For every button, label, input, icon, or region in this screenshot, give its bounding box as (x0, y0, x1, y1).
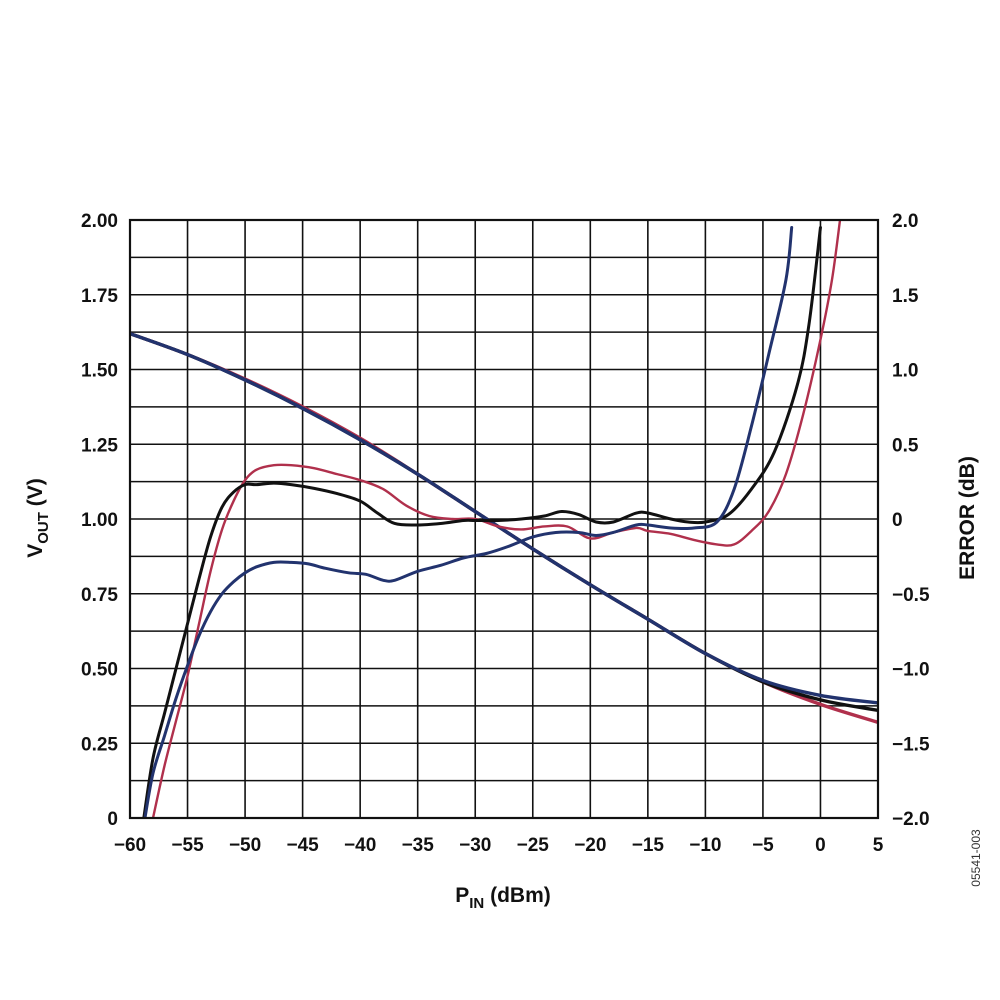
y-left-tick-label: 0.50 (81, 660, 118, 681)
x-tick-label: −10 (689, 835, 721, 856)
y-right-tick-label: 2.0 (892, 211, 918, 232)
y-right-tick-label: 0 (892, 510, 903, 531)
y-left-axis-title: VOUT (V) (24, 478, 52, 558)
x-tick-label: −45 (286, 835, 319, 856)
x-tick-label: −40 (344, 835, 376, 856)
x-tick-label: −35 (402, 835, 435, 856)
y-left-tick-label: 1.00 (81, 510, 118, 531)
y-left-tick-label: 1.50 (81, 361, 118, 382)
y-right-tick-label: 1.0 (892, 361, 918, 382)
y-left-tick-label: 0.75 (81, 585, 118, 606)
x-tick-label: −25 (517, 835, 550, 856)
y-left-tick-label: 1.75 (81, 286, 118, 307)
y-left-tick-label: 2.00 (81, 211, 118, 232)
y-right-tick-label: −0.5 (892, 585, 930, 606)
x-tick-label: 0 (815, 835, 826, 856)
y-right-tick-label: 1.5 (892, 286, 919, 307)
x-tick-label: −5 (752, 835, 774, 856)
x-tick-label: −60 (114, 835, 146, 856)
y-right-tick-label: −1.0 (892, 660, 930, 681)
y-right-tick-label: −2.0 (892, 809, 930, 830)
x-tick-label: −20 (574, 835, 606, 856)
x-tick-labels: −60 −55 −50 −45 −40 −35 −30 −25 −20 −15 −10 −5 0 5 (114, 835, 884, 856)
y-left-tick-label: 1.25 (81, 435, 118, 456)
figure-id: 05541-003 (969, 829, 983, 887)
y-right-tick-label: 0.5 (892, 435, 919, 456)
error-curve-blue (143, 225, 794, 818)
x-axis-title: PIN (dBm) (455, 884, 551, 912)
chart-series (130, 220, 878, 818)
y-right-tick-labels: −2.0 −1.5 −1.0 −0.5 0 0.5 1.0 1.5 2.0 (892, 211, 930, 830)
x-tick-label: −15 (632, 835, 665, 856)
vout-curve-black (130, 331, 878, 713)
y-left-tick-label: 0 (107, 809, 118, 830)
x-tick-label: −30 (459, 835, 491, 856)
y-left-tick-label: 0.25 (81, 734, 118, 755)
x-tick-label: −50 (229, 835, 261, 856)
y-right-tick-label: −1.5 (892, 734, 930, 755)
y-left-tick-labels: 0 0.25 0.50 0.75 1.00 1.25 1.50 1.75 2.00 (81, 211, 118, 830)
x-tick-label: −55 (171, 835, 204, 856)
plot-frame (128, 218, 880, 820)
error-curve-black (142, 225, 822, 818)
x-tick-label: 5 (873, 835, 884, 856)
y-right-axis-title: ERROR (dB) (956, 456, 979, 580)
